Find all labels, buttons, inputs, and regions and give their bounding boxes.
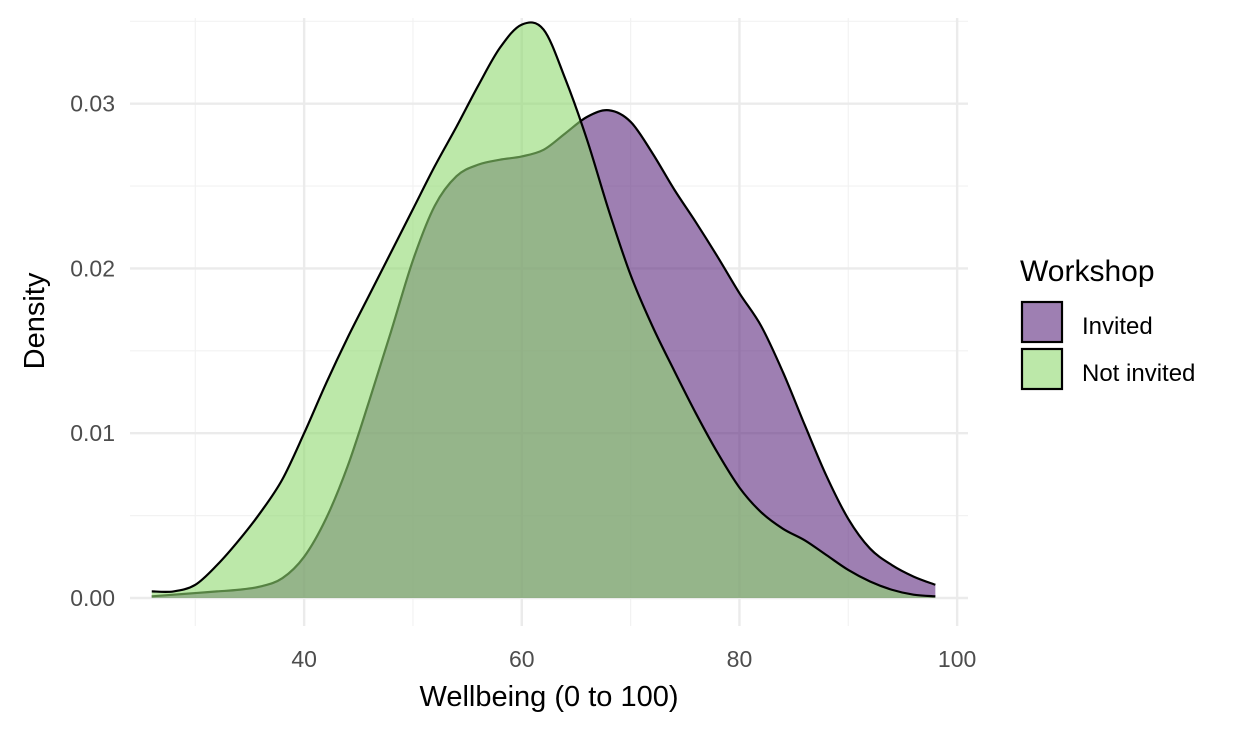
legend-title: Workshop: [1020, 255, 1155, 288]
legend-label-invited: Invited: [1082, 313, 1153, 340]
legend-key-invited: [1020, 300, 1064, 344]
y-tick-label: 0.01: [70, 420, 115, 446]
y-axis-title: Density: [19, 272, 51, 369]
density-area-not-invited: [151, 22, 936, 598]
x-tick-label: 80: [727, 646, 753, 672]
x-tick-label: 100: [938, 646, 976, 672]
legend: Workshop Invited Not invited: [1020, 255, 1195, 391]
x-tick-label: 60: [509, 646, 535, 672]
density-line-not-invited: [151, 21, 936, 598]
y-axis-ticks: 0.00 0.01 0.02 0.03: [70, 91, 115, 611]
y-tick-label: 0.00: [70, 585, 115, 611]
y-tick-label: 0.02: [70, 255, 115, 281]
density-areas: [151, 21, 936, 598]
legend-label-not-invited: Not invited: [1082, 360, 1195, 387]
x-tick-label: 40: [291, 646, 317, 672]
x-axis-title: Wellbeing (0 to 100): [419, 681, 678, 713]
x-axis-ticks: 40 60 80 100: [291, 646, 976, 672]
y-tick-label: 0.03: [70, 91, 115, 117]
legend-key-not-invited: [1020, 347, 1064, 391]
